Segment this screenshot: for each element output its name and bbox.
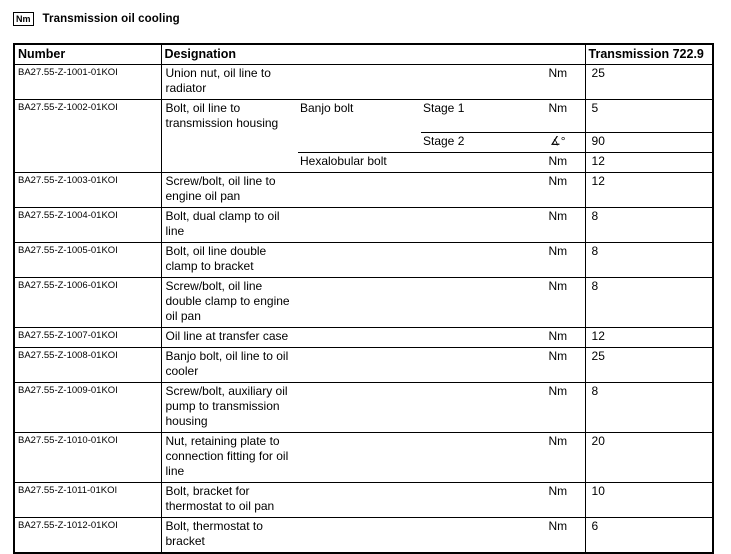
unit: Nm	[531, 242, 586, 278]
nm-unit-icon: Nm	[13, 11, 34, 26]
unit: Nm	[531, 327, 586, 348]
designation: Nut, retaining plate to connection fitti…	[161, 432, 531, 483]
table-header-row: Number Designation Transmission 722.9	[14, 44, 714, 65]
torque-value: 12	[584, 152, 714, 173]
torque-value: 12	[584, 327, 714, 348]
part-number: BA27.55-Z-1008-01KOI	[14, 347, 162, 383]
part-number: BA27.55-Z-1012-01KOI	[14, 517, 162, 553]
designation: Oil line at transfer case	[161, 327, 531, 348]
document-page: Nm Transmission oil cooling Number Desig…	[13, 10, 715, 554]
stage-label: Stage 1	[421, 99, 531, 133]
designation: Bolt, thermostat to bracket	[161, 517, 531, 553]
table-row: BA27.55-Z-1009-01KOI Screw/bolt, auxilia…	[14, 382, 714, 433]
designation: Bolt, dual clamp to oil line	[161, 207, 531, 243]
part-number: BA27.55-Z-1007-01KOI	[14, 327, 162, 348]
table-row: BA27.55-Z-1004-01KOI Bolt, dual clamp to…	[14, 207, 714, 243]
torque-value: 8	[584, 277, 714, 328]
part-number: BA27.55-Z-1010-01KOI	[14, 432, 162, 483]
angle-unit: ∡°	[531, 132, 586, 153]
designation: Union nut, oil line to radiator	[161, 64, 531, 100]
column-header-designation: Designation	[161, 44, 586, 65]
torque-value: 12	[584, 172, 714, 208]
part-number: BA27.55-Z-1006-01KOI	[14, 277, 162, 328]
table-row: BA27.55-Z-1005-01KOI Bolt, oil line doub…	[14, 242, 714, 278]
torque-value: 8	[584, 242, 714, 278]
torque-value: 90	[584, 132, 714, 153]
stage-label: Stage 2	[421, 132, 531, 153]
section-title-row: Nm Transmission oil cooling	[13, 10, 713, 27]
unit: Nm	[531, 277, 586, 328]
sub-designation: Banjo bolt	[298, 99, 421, 153]
unit: Nm	[531, 152, 586, 173]
torque-value: 8	[584, 207, 714, 243]
column-header-transmission: Transmission 722.9	[584, 44, 714, 65]
table-sub-row: Stage 2 ∡° 90	[14, 132, 714, 153]
table-row: BA27.55-Z-1002-01KOI Bolt, oil line to t…	[14, 99, 714, 173]
torque-value: 10	[584, 482, 714, 518]
table-row: BA27.55-Z-1011-01KOI Bolt, bracket for t…	[14, 482, 714, 518]
table-row: BA27.55-Z-1003-01KOI Screw/bolt, oil lin…	[14, 172, 714, 208]
designation: Screw/bolt, oil line to engine oil pan	[161, 172, 531, 208]
designation: Bolt, bracket for thermostat to oil pan	[161, 482, 531, 518]
torque-value: 6	[584, 517, 714, 553]
part-number: BA27.55-Z-1002-01KOI	[14, 99, 162, 173]
unit: Nm	[531, 482, 586, 518]
column-header-number: Number	[14, 44, 162, 65]
table-row: BA27.55-Z-1008-01KOI Banjo bolt, oil lin…	[14, 347, 714, 383]
sub-designation: Hexalobular bolt	[298, 152, 531, 173]
table-row: BA27.55-Z-1012-01KOI Bolt, thermostat to…	[14, 517, 714, 553]
designation: Screw/bolt, oil line double clamp to eng…	[161, 277, 531, 328]
part-number: BA27.55-Z-1004-01KOI	[14, 207, 162, 243]
unit: Nm	[531, 64, 586, 100]
designation: Screw/bolt, auxiliary oil pump to transm…	[161, 382, 531, 433]
torque-value: 5	[584, 99, 714, 133]
torque-value: 20	[584, 432, 714, 483]
part-number: BA27.55-Z-1011-01KOI	[14, 482, 162, 518]
designation: Banjo bolt, oil line to oil cooler	[161, 347, 531, 383]
unit: Nm	[531, 172, 586, 208]
page-title: Transmission oil cooling	[42, 12, 180, 25]
table-sub-row: Hexalobular bolt Nm 12	[14, 152, 714, 173]
table-row: BA27.55-Z-1007-01KOI Oil line at transfe…	[14, 327, 714, 348]
part-number: BA27.55-Z-1001-01KOI	[14, 64, 162, 100]
designation: Bolt, oil line double clamp to bracket	[161, 242, 531, 278]
unit: Nm	[531, 347, 586, 383]
torque-value: 25	[584, 64, 714, 100]
table-row: BA27.55-Z-1001-01KOI Union nut, oil line…	[14, 64, 714, 100]
table-row: BA27.55-Z-1006-01KOI Screw/bolt, oil lin…	[14, 277, 714, 328]
unit: Nm	[531, 432, 586, 483]
unit: Nm	[531, 207, 586, 243]
torque-spec-table: Number Designation Transmission 722.9 BA…	[13, 43, 715, 554]
part-number: BA27.55-Z-1003-01KOI	[14, 172, 162, 208]
torque-value: 25	[584, 347, 714, 383]
designation: Bolt, oil line to transmission housing	[161, 99, 298, 173]
part-number: BA27.55-Z-1005-01KOI	[14, 242, 162, 278]
part-number: BA27.55-Z-1009-01KOI	[14, 382, 162, 433]
unit: Nm	[531, 517, 586, 553]
table-row: BA27.55-Z-1010-01KOI Nut, retaining plat…	[14, 432, 714, 483]
torque-value: 8	[584, 382, 714, 433]
unit: Nm	[531, 99, 586, 133]
unit: Nm	[531, 382, 586, 433]
